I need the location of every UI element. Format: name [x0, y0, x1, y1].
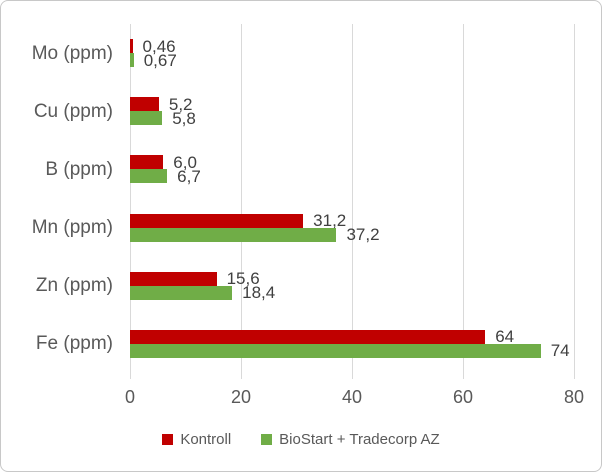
x-tick-label: 0: [124, 387, 136, 407]
bar-row: 6,7: [130, 166, 201, 186]
bar-row: 5,2: [130, 94, 193, 114]
legend-label: Kontroll: [180, 431, 232, 448]
x-tick-label: 80: [563, 387, 585, 407]
category-label-zn-ppm: Zn (ppm): [35, 275, 113, 297]
category-label-cu-ppm: Cu (ppm): [33, 100, 113, 122]
category-label-b-ppm: B (ppm): [45, 158, 113, 180]
bar-biostart-tradecorp-az-mn-ppm: [130, 227, 337, 242]
x-tick-label: 40: [341, 387, 363, 407]
value-label: 5,8: [172, 108, 196, 128]
bar-row: 0,46: [130, 36, 176, 56]
bar-kontroll-cu-ppm: [130, 97, 159, 112]
bar-biostart-tradecorp-az-fe-ppm: [130, 343, 541, 358]
value-label: 74: [550, 341, 570, 361]
bar-biostart-tradecorp-az-mo-ppm: [130, 53, 134, 68]
tick-mark: [574, 373, 575, 379]
bar-row: 64: [130, 327, 515, 347]
gridline: [241, 24, 242, 373]
tick-mark: [352, 373, 353, 379]
bar-row: 6,0: [130, 152, 197, 172]
legend-swatch-icon: [261, 434, 273, 445]
axis-line: [130, 24, 131, 373]
bar-row: 37,2: [130, 225, 380, 245]
bar-row: 74: [130, 341, 570, 361]
bar-row: 15,6: [130, 269, 260, 289]
category-label-mo-ppm: Mo (ppm): [31, 42, 113, 64]
bar-kontroll-b-ppm: [130, 155, 164, 170]
x-tick-label: 20: [230, 387, 252, 407]
gridline: [352, 24, 353, 373]
value-label: 0,46: [142, 36, 176, 56]
bar-biostart-tradecorp-az-b-ppm: [130, 169, 168, 184]
category-label-mn-ppm: Mn (ppm): [31, 217, 113, 239]
bar-biostart-tradecorp-az-zn-ppm: [130, 285, 233, 300]
value-label: 64: [495, 327, 515, 347]
value-label: 18,4: [242, 283, 276, 303]
bar-row: 18,4: [130, 283, 276, 303]
bar-kontroll-fe-ppm: [130, 329, 486, 344]
value-label: 6,0: [173, 152, 197, 172]
value-label: 15,6: [226, 269, 260, 289]
tick-mark: [130, 373, 131, 379]
gridline: [574, 24, 575, 373]
category-label-fe-ppm: Fe (ppm): [35, 333, 113, 355]
bar-kontroll-mn-ppm: [130, 213, 304, 228]
legend: Kontroll BioStart + Tradecorp AZ: [1, 432, 601, 447]
legend-item-kontroll: Kontroll: [162, 432, 231, 447]
bar-row: 5,8: [130, 108, 196, 128]
value-label: 37,2: [346, 225, 380, 245]
bar-kontroll-zn-ppm: [130, 271, 217, 286]
legend-swatch-icon: [162, 434, 174, 445]
value-label: 31,2: [313, 211, 347, 231]
bar-row: 0,67: [130, 50, 177, 70]
bar-row: 31,2: [130, 211, 347, 231]
value-label: 5,2: [168, 94, 193, 114]
value-label: 6,7: [177, 166, 201, 186]
category-axis: Mo (ppm) Cu (ppm) B (ppm) Mn (ppm) Zn (ppm) F…: [9, 24, 113, 373]
tick-mark: [463, 373, 464, 379]
plot-area: 0,46 0,67 5,2 5,8 6,0 6,7 31,2 37,2 15,6 18,4 64 74: [130, 24, 575, 373]
bar-biostart-tradecorp-az-cu-ppm: [130, 111, 163, 126]
legend-item-biostart-tradecorp-az: BioStart + Tradecorp AZ: [261, 432, 440, 447]
gridline: [463, 24, 464, 373]
x-tick-label: 60: [452, 387, 474, 407]
bar-kontroll-mo-ppm: [130, 39, 133, 54]
tick-mark: [241, 373, 242, 379]
legend-label: BioStart + Tradecorp AZ: [279, 431, 440, 448]
value-label: 0,67: [143, 50, 177, 70]
